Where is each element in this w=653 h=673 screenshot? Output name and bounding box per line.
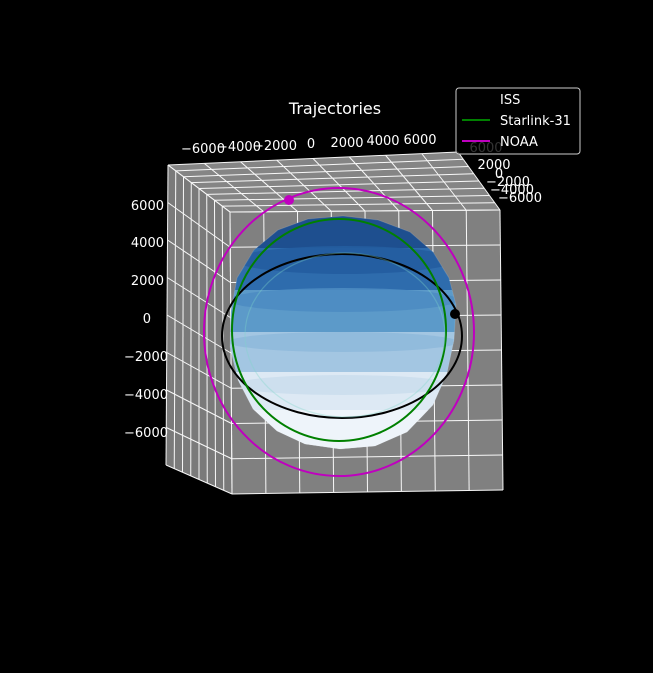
grid-line	[385, 154, 433, 211]
series-line-noaa	[203, 187, 475, 477]
tick-label: −4000	[124, 388, 168, 403]
legend-label-starlink-31: Starlink-31	[500, 114, 571, 129]
tick-label: 4000	[366, 134, 399, 149]
grid-line	[166, 314, 232, 354]
grid-line	[166, 352, 232, 389]
tick-label: 2000	[330, 136, 363, 151]
legend-label-noaa: NOAA	[500, 135, 538, 150]
tick-label: −2000	[253, 139, 297, 154]
grid-line	[214, 200, 216, 487]
tick-label: 0	[307, 137, 315, 152]
grid-line	[229, 211, 233, 495]
tick-label: 2000	[477, 158, 510, 173]
tick-label: −2000	[486, 175, 530, 190]
tick-label: −6000	[124, 426, 168, 441]
grid-line	[231, 454, 503, 460]
grid-line	[457, 151, 501, 211]
z-tick-labels: 6000 4000 2000 0 −2000 −4000 −6000	[124, 199, 168, 441]
grid-line	[229, 209, 501, 213]
tick-label: −4000	[490, 183, 534, 198]
series-line-starlink-31	[231, 218, 447, 442]
grid-line	[198, 180, 480, 189]
grid-line	[465, 210, 470, 491]
chart-title: Trajectories	[288, 99, 381, 118]
tick-label: 2000	[131, 274, 164, 289]
tick-label: −4000	[217, 140, 261, 155]
grid-line	[421, 153, 467, 211]
tick-label: 0	[143, 312, 151, 327]
iss-position-marker	[450, 309, 460, 319]
tick-label: −6000	[181, 142, 225, 157]
legend: ISS Starlink-31 NOAA	[455, 87, 581, 155]
grid-line	[165, 464, 233, 495]
grid-line	[206, 187, 485, 195]
grid-line	[166, 427, 232, 460]
tick-label: −6000	[498, 191, 542, 206]
tick-label: 6000	[131, 199, 164, 214]
grid-line	[348, 156, 400, 212]
tick-label: 4000	[131, 236, 164, 251]
grid-line	[214, 195, 490, 201]
grid-line	[166, 389, 232, 424]
tick-label: −2000	[124, 350, 168, 365]
grid-line	[206, 194, 208, 484]
legend-label-iss: ISS	[500, 93, 520, 108]
tick-label: 0	[495, 167, 503, 182]
tick-label: 6000	[403, 133, 436, 148]
grid-line	[231, 489, 504, 495]
grid-line	[499, 209, 504, 491]
x-tick-labels: −6000−4000−2000 0 2000 4000 6000	[181, 133, 437, 157]
series-line-iss	[221, 253, 463, 419]
grid-line	[222, 202, 495, 207]
noaa-position-marker	[284, 195, 294, 205]
